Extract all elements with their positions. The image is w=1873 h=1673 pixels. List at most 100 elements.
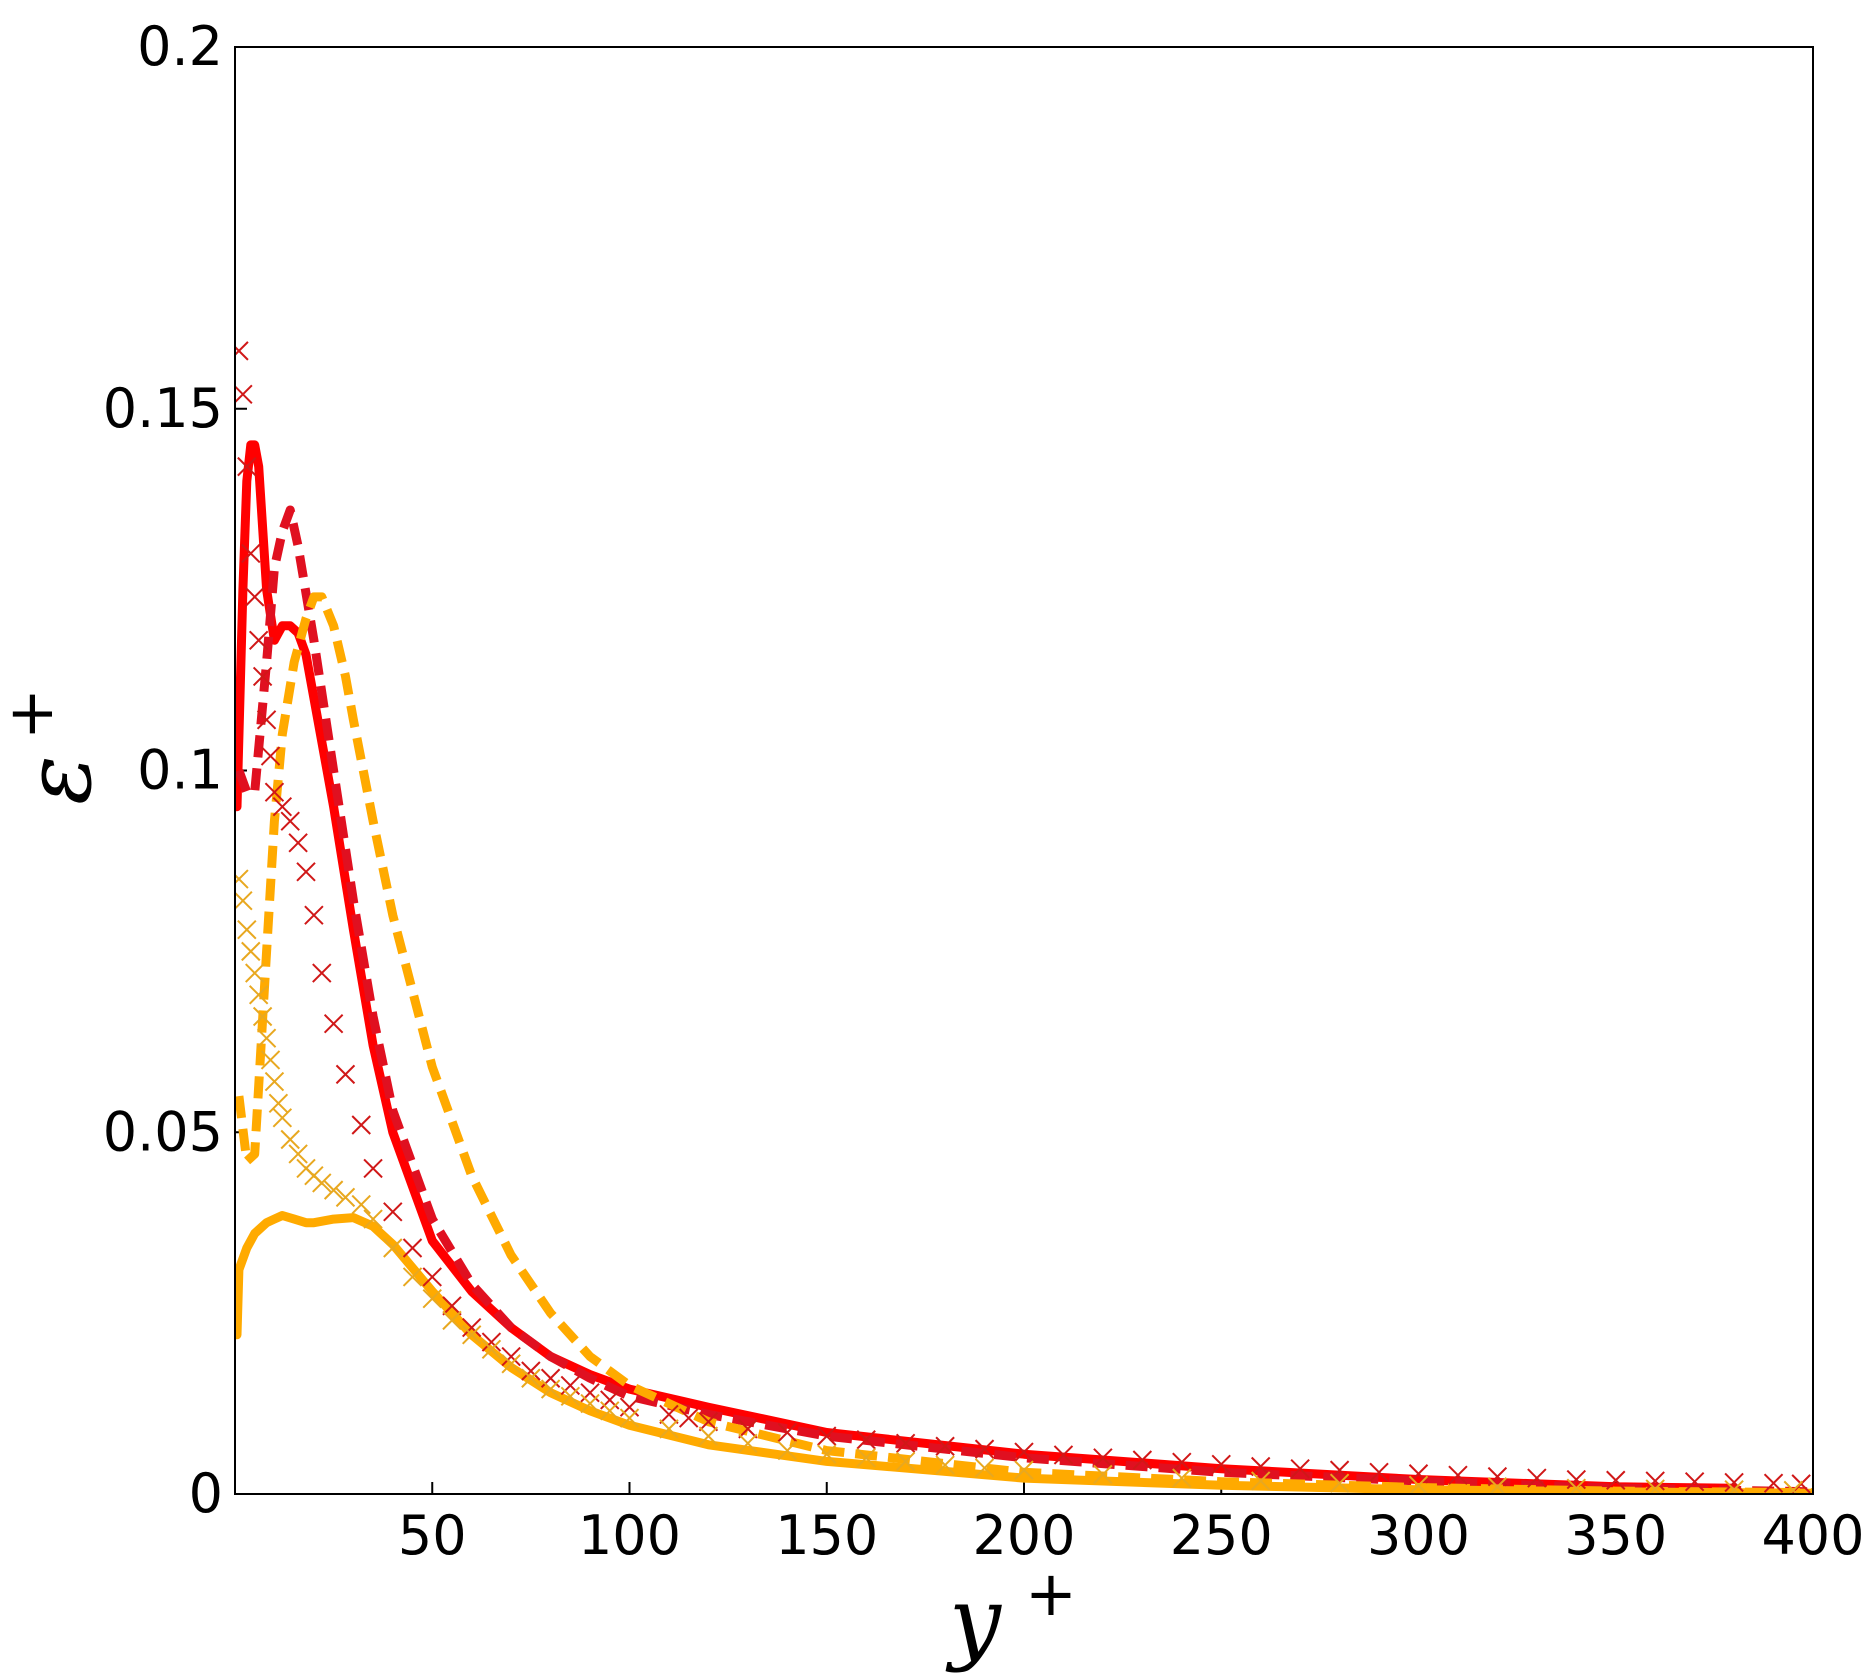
data-point-x-marker (777, 1440, 798, 1461)
series-4-markers (235, 341, 1811, 1494)
data-point-x-marker (600, 1401, 620, 1421)
data-point-x-marker (256, 710, 277, 730)
x-axis-label: y + (945, 1557, 1077, 1673)
data-point-x-marker (560, 1386, 581, 1407)
data-point-x-marker (280, 811, 300, 831)
data-point-x-marker (1408, 1475, 1429, 1494)
series-2-line (235, 592, 1813, 1494)
data-point-x-marker (817, 1426, 837, 1446)
data-point-x-marker (312, 963, 332, 983)
data-point-x-marker (481, 1332, 502, 1352)
data-point-x-marker (1329, 1473, 1350, 1493)
data-point-x-marker (252, 666, 273, 687)
data-point-x-marker (659, 1419, 679, 1439)
data-point-x-marker (264, 782, 285, 802)
data-point-x-marker (1448, 1465, 1468, 1485)
data-point-x-marker (1566, 1478, 1587, 1494)
data-point-x-marker (678, 1408, 699, 1428)
data-point-x-marker (580, 1383, 600, 1403)
data-point-x-marker (560, 1375, 581, 1396)
x-tick-label: 300 (1367, 1504, 1470, 1567)
data-point-x-marker (1645, 1479, 1665, 1494)
data-point-x-marker (288, 833, 308, 853)
data-point-x-marker (402, 1238, 423, 1258)
x-tick-label: 350 (1564, 1504, 1667, 1567)
data-point-x-marker (1487, 1477, 1508, 1494)
data-point-x-marker (241, 543, 261, 564)
data-point-x-marker (935, 1436, 955, 1456)
data-point-x-marker (1014, 1460, 1034, 1480)
data-point-x-marker (698, 1411, 719, 1432)
data-point-x-marker (351, 1194, 371, 1215)
data-point-x-marker (580, 1393, 600, 1414)
data-point-x-marker (501, 1354, 521, 1374)
data-point-x-marker (260, 1050, 281, 1070)
data-point-x-marker (1566, 1469, 1587, 1490)
data-point-x-marker (272, 796, 293, 817)
data-point-x-marker (540, 1368, 561, 1388)
y-tick-label: 0.15 (103, 377, 223, 440)
series-5-markers (235, 869, 1803, 1494)
y-axis-ticks: 0 0.05 0.1 0.15 0.2 (103, 15, 247, 1525)
data-point-x-marker (1783, 1480, 1803, 1494)
data-point-x-marker (1645, 1471, 1665, 1491)
data-point-x-marker (268, 1093, 289, 1114)
data-point-x-marker (1250, 1471, 1271, 1491)
y-axis-label: ε + (0, 688, 112, 805)
data-point-x-marker (1369, 1462, 1389, 1483)
data-point-x-marker (335, 1064, 356, 1085)
data-point-x-marker (1290, 1458, 1310, 1479)
data-point-x-marker (1053, 1445, 1074, 1465)
data-point-x-marker (1132, 1450, 1153, 1470)
data-point-x-marker (1487, 1466, 1508, 1487)
data-point-x-marker (817, 1444, 837, 1464)
data-point-x-marker (1724, 1479, 1744, 1494)
svg-text:+: + (0, 688, 67, 740)
plot-area (235, 341, 1813, 1494)
data-point-x-marker (383, 1202, 403, 1222)
data-point-x-marker (442, 1296, 462, 1316)
y-tick-label: 0.2 (137, 15, 223, 78)
data-point-x-marker (260, 746, 281, 766)
data-point-x-marker (241, 941, 261, 962)
data-point-x-marker (363, 1209, 383, 1229)
data-point-x-marker (323, 1014, 344, 1034)
data-point-x-marker (363, 1158, 383, 1179)
data-point-x-marker (777, 1422, 798, 1443)
data-point-x-marker (237, 919, 257, 940)
data-point-x-marker (402, 1267, 423, 1287)
svg-text:+: + (1025, 1557, 1077, 1630)
y-tick-label: 0.05 (103, 1100, 223, 1163)
data-point-x-marker (442, 1310, 462, 1331)
svg-text:y: y (945, 1567, 1002, 1673)
series-0-line (235, 440, 1739, 1493)
data-point-x-marker (1250, 1456, 1271, 1477)
data-point-x-marker (461, 1325, 482, 1345)
data-point-x-marker (1211, 1454, 1231, 1475)
data-point-x-marker (1172, 1468, 1192, 1488)
x-tick-label: 400 (1761, 1504, 1864, 1567)
x-tick-label: 150 (775, 1504, 878, 1567)
data-point-x-marker (1684, 1471, 1705, 1492)
data-point-x-marker (1763, 1473, 1784, 1493)
data-point-x-marker (856, 1448, 876, 1468)
data-point-x-marker (383, 1238, 403, 1258)
data-point-x-marker (698, 1426, 719, 1446)
data-point-x-marker (288, 1144, 308, 1164)
x-axis-ticks: 50 100 150 200 250 300 350 400 (398, 1482, 1865, 1567)
data-point-x-marker (237, 456, 257, 477)
data-point-x-marker (245, 587, 265, 607)
data-point-x-marker (235, 384, 253, 404)
data-point-x-marker (245, 963, 265, 983)
data-point-x-marker (1724, 1472, 1744, 1493)
data-point-x-marker (501, 1346, 521, 1367)
svg-text:ε: ε (5, 755, 112, 804)
data-point-x-marker (235, 341, 249, 361)
data-point-x-marker (895, 1433, 916, 1454)
data-point-x-marker (264, 1071, 285, 1092)
data-point-x-marker (619, 1408, 640, 1428)
data-point-x-marker (256, 1028, 277, 1048)
series-1-line (235, 505, 1813, 1494)
x-tick-label: 100 (578, 1504, 681, 1567)
